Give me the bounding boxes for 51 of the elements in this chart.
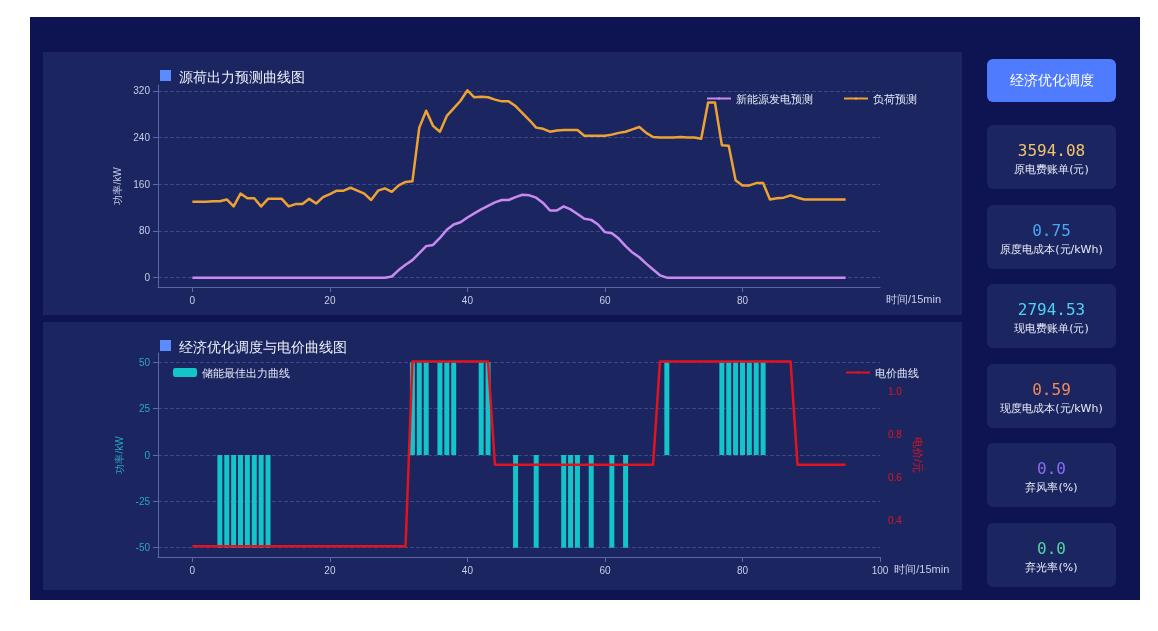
y-tick-label: 25: [138, 403, 151, 415]
y2-tick-label: 0.4: [888, 514, 903, 526]
y2-tick-label: 0.8: [888, 429, 903, 441]
x-tick-label: 100: [871, 564, 889, 576]
line-series: [191, 89, 847, 208]
x-tick-label: 80: [736, 294, 749, 306]
text: 0.0: [1036, 538, 1067, 558]
x-tick-label: 40: [461, 294, 474, 306]
legend-label: 储能最佳出力曲线: [202, 366, 290, 379]
y-tick-label: -25: [135, 495, 151, 507]
y-tick-label: 50: [138, 356, 151, 368]
text: 2794.53: [1016, 300, 1087, 319]
x-tick-label: 60: [599, 294, 611, 306]
y-axis-title: 功率/kW: [114, 435, 126, 474]
text: 现度电成本(元/kWh): [999, 400, 1104, 416]
text: 0.0: [1036, 459, 1067, 478]
legend-label: 电价曲线: [875, 366, 919, 379]
y2-tick-label: 1.0: [888, 386, 903, 398]
x-tick-label: 20: [324, 564, 336, 576]
text: 弃风率(%): [1024, 480, 1079, 495]
text: 经济优化调度: [987, 59, 1116, 102]
x-axis-title: 时间/15min: [894, 562, 950, 575]
text: 现电费账单(元): [1013, 321, 1090, 336]
x-axis-title: 时间/15min: [886, 292, 942, 305]
text: 原度电成本(元/kWh): [999, 241, 1104, 257]
x-tick-label: 80: [736, 564, 749, 576]
y-tick-label: 320: [133, 85, 151, 97]
y2-tick-label: 0.6: [888, 472, 903, 484]
x-tick-label: 0: [189, 294, 196, 306]
x-tick-label: 60: [599, 564, 611, 576]
y-tick-label: 0: [144, 272, 151, 284]
text: 3594.08: [1016, 141, 1087, 160]
y-tick-label: 0: [144, 449, 151, 461]
chart-title: 经济优化调度与电价曲线图: [179, 339, 347, 355]
y-tick-label: 160: [133, 178, 151, 190]
x-tick-label: 0: [189, 564, 196, 576]
text: 0.59: [1031, 379, 1072, 399]
x-tick-label: 20: [324, 294, 336, 306]
y2-axis-title: 电价/元: [912, 436, 925, 474]
text: 原电费账单(元): [1013, 162, 1090, 177]
legend-label: 新能源发电预测: [736, 92, 813, 105]
y-tick-label: 80: [138, 225, 151, 237]
y-axis-title: 功率/kW: [111, 166, 123, 205]
text: 0.75: [1031, 220, 1072, 240]
y-tick-label: 240: [133, 132, 151, 144]
y-tick-label: -50: [135, 542, 151, 554]
x-tick-label: 40: [461, 564, 474, 576]
text: 弃光率(%): [1024, 559, 1079, 575]
chart-title: 源荷出力预测曲线图: [179, 69, 305, 85]
line-series: [191, 193, 847, 279]
legend-label: 负荷预测: [873, 92, 917, 105]
